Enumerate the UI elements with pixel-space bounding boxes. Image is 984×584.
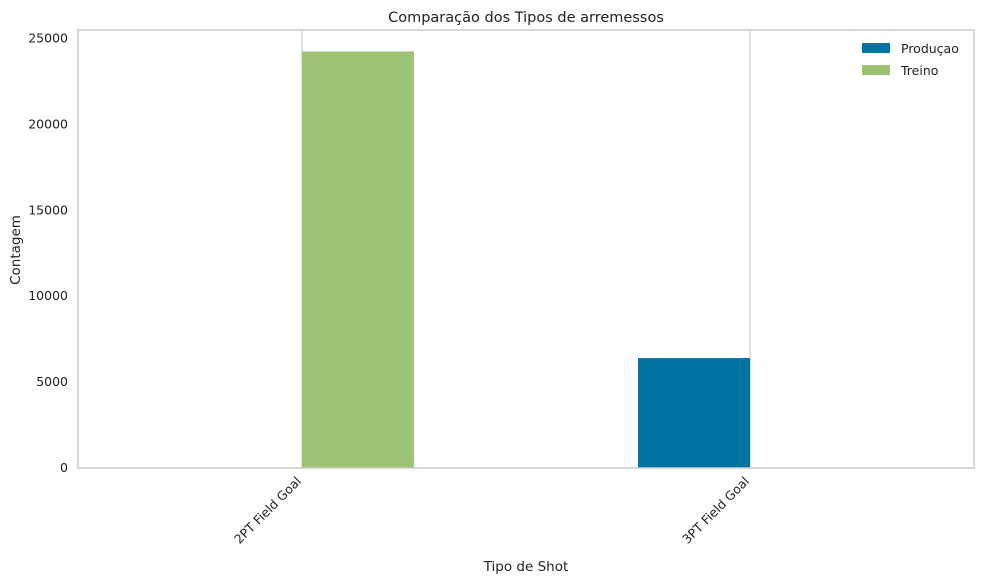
- legend-label-treino: Treino: [900, 63, 938, 78]
- y-axis-label: Contagem: [8, 215, 24, 285]
- legend-swatch-treino: [862, 65, 890, 75]
- y-axis-ticks: 0 5000 10000 15000 20000 25000: [28, 31, 68, 475]
- y-tick-label: 20000: [28, 116, 68, 131]
- x-tick-label: 3PT Field Goal: [679, 474, 752, 547]
- plot-frame: [77, 29, 975, 469]
- y-tick-label: 25000: [28, 31, 68, 46]
- x-axis-ticks: 2PT Field Goal 3PT Field Goal: [231, 474, 752, 547]
- bars: [302, 51, 750, 469]
- bar-produçao-2: [638, 358, 750, 468]
- y-tick-label: 0: [60, 460, 68, 475]
- bar-treino-1: [302, 51, 414, 469]
- y-tick-label: 15000: [28, 202, 68, 217]
- x-tick-label: 2PT Field Goal: [231, 474, 304, 547]
- legend: Produçao Treino: [862, 41, 959, 78]
- y-tick-label: 5000: [36, 374, 68, 389]
- legend-swatch-produçao: [862, 43, 890, 53]
- x-axis-label: Tipo de Shot: [483, 559, 569, 575]
- y-tick-label: 10000: [28, 288, 68, 303]
- legend-label-produçao: Produçao: [901, 41, 959, 56]
- chart-title: Comparação dos Tipos de arremessos: [388, 10, 664, 26]
